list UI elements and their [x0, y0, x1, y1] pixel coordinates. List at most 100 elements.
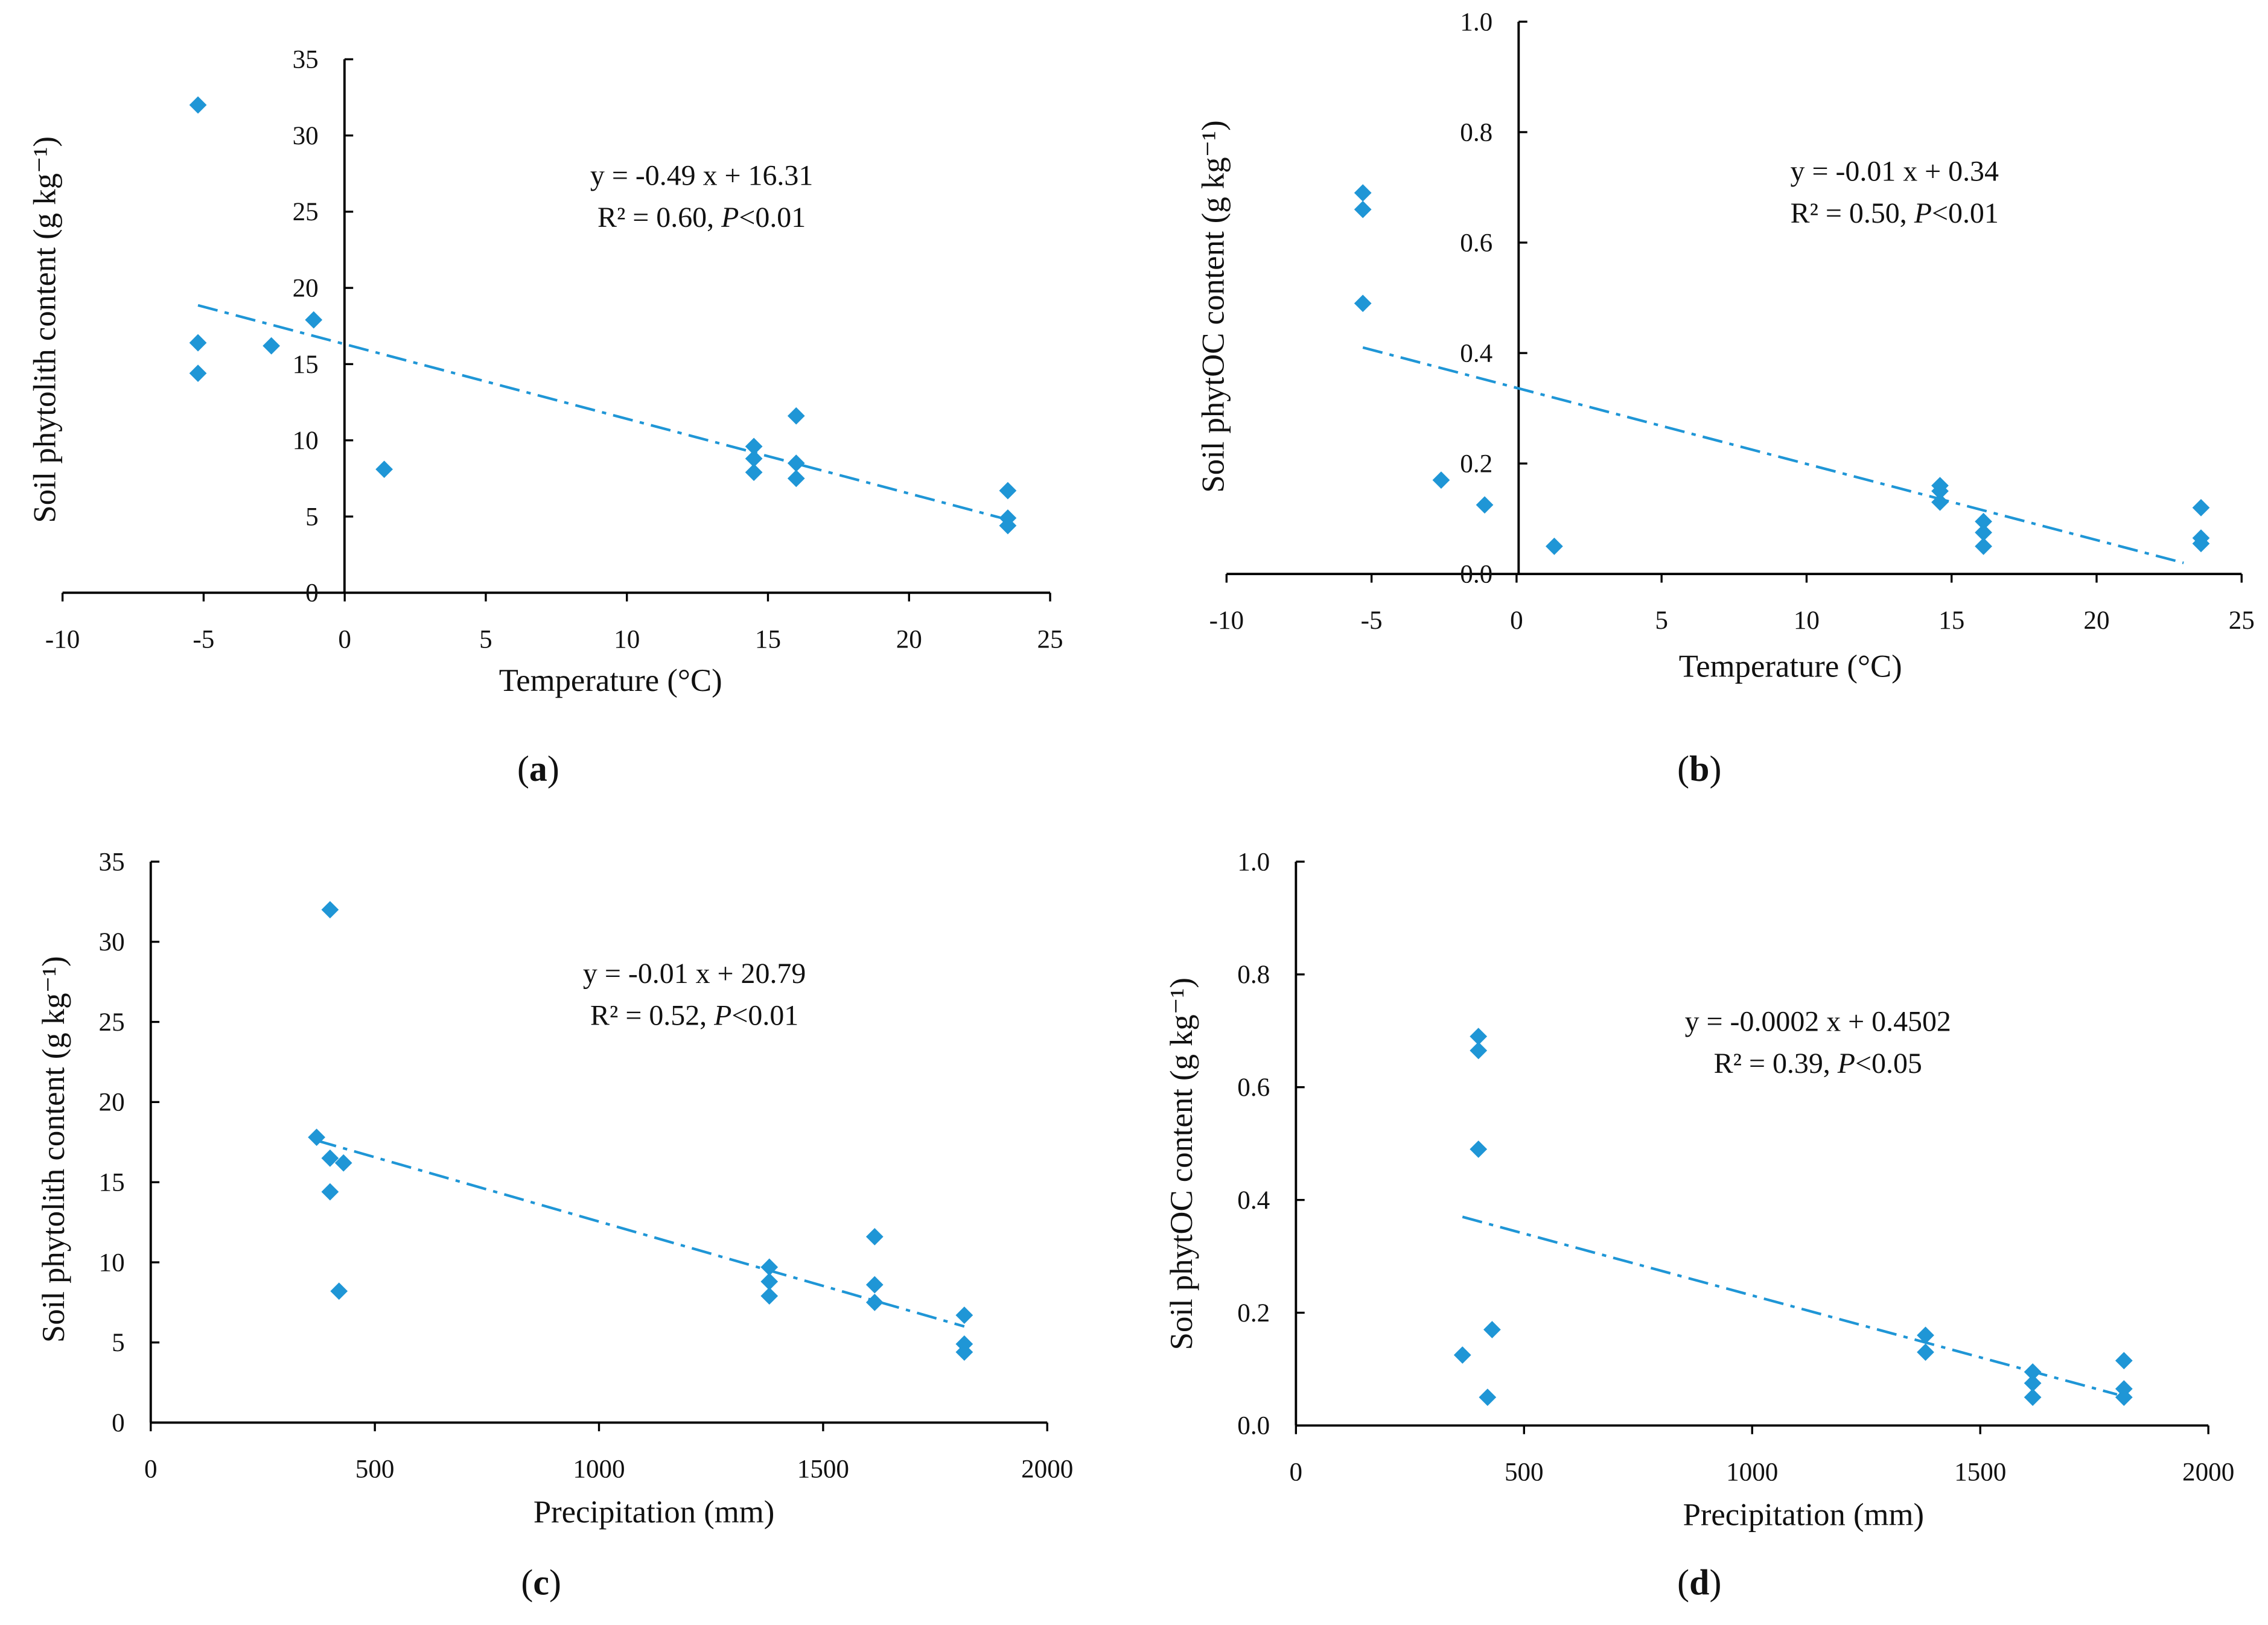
r-squared: R² = 0.52,	[590, 1000, 714, 1032]
y-axis-title: Soil phytOC content (g kg⁻¹)	[1164, 978, 1199, 1350]
data-point	[1975, 538, 1992, 555]
panel-caption: (b)	[1677, 749, 1721, 789]
regression-stats: R² = 0.50, P<0.01	[1791, 197, 1999, 229]
data-point	[1470, 1041, 1488, 1060]
data-point	[760, 1258, 779, 1276]
y-tick-label: 0	[305, 579, 319, 608]
data-point	[189, 96, 207, 114]
y-tick-label: 15	[99, 1169, 125, 1197]
y-tick-label: 0.4	[1460, 339, 1492, 367]
data-point	[1432, 471, 1450, 489]
caption-paren: )	[547, 749, 559, 789]
x-tick-label: 10	[614, 625, 640, 653]
p-value: <0.01	[1932, 197, 1999, 229]
data-point	[745, 450, 763, 468]
panel-caption: (d)	[1677, 1563, 1721, 1603]
data-point	[2024, 1374, 2042, 1392]
data-point	[760, 1273, 779, 1291]
y-tick-label: 5	[305, 503, 319, 531]
y-tick-label: 15	[293, 351, 319, 379]
data-point	[1483, 1321, 1501, 1338]
panel-d: 0 500 1000 1500 2000 0.0 0.2 0.4 0.6 0.8 1.0 y = -0…	[1164, 848, 2234, 1602]
trendline	[1362, 346, 2184, 564]
y-tick-label: 0.0	[1460, 561, 1492, 589]
data-point	[999, 517, 1017, 535]
data-point	[865, 1293, 884, 1311]
r-squared: R² = 0.39,	[1714, 1048, 1838, 1080]
y-tick-label: 10	[99, 1248, 125, 1277]
data-point	[865, 1228, 884, 1245]
x-tick-label: 25	[1037, 625, 1063, 653]
data-point	[1476, 496, 1494, 514]
caption-paren: (	[1677, 1563, 1689, 1603]
y-tick-label: 30	[293, 122, 319, 150]
panel-b: -10 -5 0 5 10 15 20 25 0.0 0.2 0.4 0.6 0.8 1.0 y = -0.…	[1196, 8, 2255, 788]
y-tick-label: 0.6	[1237, 1073, 1270, 1102]
regression-equation: y = -0.49 x + 16.31	[590, 160, 813, 192]
caption-paren: )	[549, 1563, 561, 1603]
data-point	[1354, 294, 1372, 313]
regression-stats: R² = 0.60, P<0.01	[597, 202, 806, 234]
x-tick-label: 15	[755, 625, 781, 653]
data-point	[1453, 1346, 1471, 1364]
caption-letter: d	[1689, 1563, 1709, 1603]
data-point	[1545, 538, 1563, 555]
x-axis-title: Precipitation (mm)	[1683, 1498, 1924, 1533]
y-tick-label: 0.8	[1460, 118, 1492, 147]
p-value: <0.01	[739, 202, 806, 234]
data-point	[955, 1343, 973, 1361]
panel-c: 0 500 1000 1500 2000 0 5 10 15 20 25 30 35 y = -0.01 …	[36, 848, 1073, 1602]
x-axis-title: Temperature (°C)	[499, 663, 722, 698]
p-label: P	[713, 1000, 731, 1032]
y-tick-label: 0.6	[1460, 229, 1492, 257]
p-label: P	[1837, 1048, 1855, 1080]
data-point	[787, 454, 805, 472]
data-point	[321, 1149, 339, 1167]
data-point	[1354, 200, 1372, 218]
data-point	[308, 1128, 325, 1146]
data-point	[263, 337, 280, 355]
x-tick-label: 20	[896, 625, 922, 653]
y-tick-label: 25	[99, 1008, 125, 1037]
data-point	[321, 1183, 339, 1201]
data-point	[1975, 524, 1992, 541]
y-axis-title: Soil phytolith content (g kg⁻¹)	[28, 136, 63, 523]
x-tick-label: 0	[144, 1455, 158, 1484]
caption-letter: b	[1689, 749, 1709, 789]
caption-paren: (	[1677, 749, 1689, 789]
y-tick-label: 0.2	[1460, 450, 1492, 479]
panel-caption: (a)	[517, 749, 559, 789]
data-point	[2024, 1363, 2042, 1381]
data-point	[955, 1306, 973, 1324]
data-point	[1470, 1028, 1488, 1046]
data-point	[2192, 498, 2210, 517]
data-point	[334, 1154, 352, 1172]
y-axis-title: Soil phytolith content (g kg⁻¹)	[36, 956, 71, 1343]
trendline	[1462, 1215, 2118, 1396]
data-point	[1917, 1343, 1934, 1361]
x-tick-label: 0	[1510, 606, 1523, 635]
data-point	[745, 437, 763, 456]
regression-stats: R² = 0.39, P<0.05	[1714, 1048, 1922, 1080]
x-tick-label: 15	[1938, 606, 1964, 635]
data-point	[865, 1276, 884, 1294]
x-tick-label: 500	[1505, 1458, 1544, 1486]
y-tick-label: 0.8	[1237, 961, 1270, 989]
y-tick-label: 0.0	[1237, 1412, 1270, 1440]
y-tick-label: 20	[99, 1089, 125, 1117]
caption-paren: (	[521, 1563, 533, 1603]
regression-equation: y = -0.0002 x + 0.4502	[1685, 1005, 1951, 1037]
panel-caption: (c)	[521, 1563, 561, 1603]
x-tick-label: 25	[2229, 606, 2255, 635]
caption-paren: )	[1709, 1563, 1721, 1603]
y-tick-label: 0.4	[1237, 1186, 1270, 1215]
x-tick-label: 1500	[797, 1455, 849, 1484]
data-point	[189, 334, 207, 352]
x-tick-label: 2000	[1021, 1455, 1073, 1484]
y-tick-label: 0	[112, 1409, 125, 1437]
regression-stats: R² = 0.52, P<0.01	[590, 1000, 798, 1032]
panel-a: -10 -5 0 5 10 15 20 25 0 5 10 15 20 25 30 35 y = -0.49 x…	[28, 46, 1063, 789]
p-label: P	[721, 202, 739, 234]
data-point	[745, 463, 763, 482]
data-point	[1917, 1326, 1934, 1344]
